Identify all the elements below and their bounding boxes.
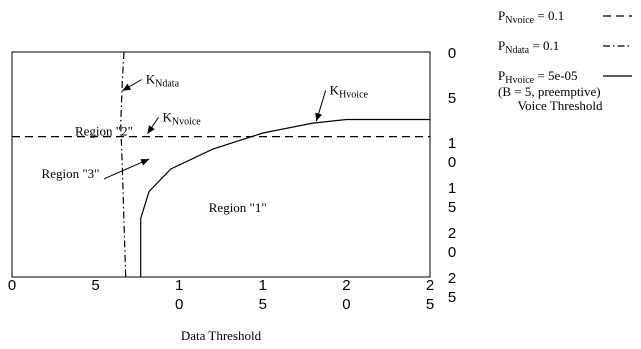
curve-label-3: KNdata bbox=[146, 72, 180, 90]
region-arrow-line-6 bbox=[103, 158, 150, 180]
y-tick-label-3: 5 bbox=[448, 199, 456, 216]
x-tick-label-0: 0 bbox=[8, 277, 16, 294]
curve-arrow-head-5 bbox=[315, 112, 322, 122]
region-label-1: Region "2" bbox=[75, 124, 133, 139]
y-tick-label-2: 0 bbox=[448, 154, 456, 171]
y-tick-label-0: 0 bbox=[448, 45, 456, 62]
y-tick-label-1: 5 bbox=[448, 90, 456, 107]
x-tick-label-2: 1 bbox=[175, 277, 183, 294]
curve-arrow-head-4 bbox=[147, 125, 155, 134]
curve-label-5: KHvoice bbox=[330, 82, 369, 100]
region-label-2: Region "3" bbox=[42, 166, 100, 181]
region-arrow-head-6 bbox=[140, 159, 150, 166]
curve-label-4: KNvoice bbox=[162, 109, 201, 127]
x-tick-label-3: 1 bbox=[259, 277, 267, 294]
x-tick-label-5: 5 bbox=[426, 296, 434, 313]
y-tick-label-4: 2 bbox=[448, 225, 456, 242]
y-tick-label-4: 0 bbox=[448, 244, 456, 261]
series-line-2 bbox=[140, 118, 430, 277]
x-tick-label-4: 0 bbox=[342, 296, 350, 313]
y-tick-label-5: 2 bbox=[448, 270, 456, 287]
x-tick-label-5: 2 bbox=[426, 277, 434, 294]
region-label-0: Region "1" bbox=[209, 200, 267, 215]
legend-label-1: PNdata = 0.1 bbox=[498, 38, 559, 56]
legend-extra-2: (B = 5, preemptive) bbox=[498, 84, 601, 99]
x-tick-label-4: 2 bbox=[342, 277, 350, 294]
x-tick-label-3: 5 bbox=[259, 296, 267, 313]
y-tick-label-2: 1 bbox=[448, 135, 456, 152]
x-axis-label: Data Threshold bbox=[181, 328, 262, 343]
y-axis-label: Voice Threshold bbox=[517, 98, 603, 113]
x-tick-label-2: 0 bbox=[175, 296, 183, 313]
legend-label-0: PNvoice = 0.1 bbox=[498, 8, 564, 26]
curve-arrow-head-3 bbox=[122, 83, 132, 91]
plot-frame bbox=[11, 51, 431, 278]
series-line-1 bbox=[120, 51, 127, 278]
y-tick-label-3: 1 bbox=[448, 180, 456, 197]
y-tick-label-5: 5 bbox=[448, 289, 456, 306]
x-tick-label-1: 5 bbox=[91, 277, 99, 294]
legend-label-2: PHvoice = 5e-05 bbox=[498, 68, 578, 86]
